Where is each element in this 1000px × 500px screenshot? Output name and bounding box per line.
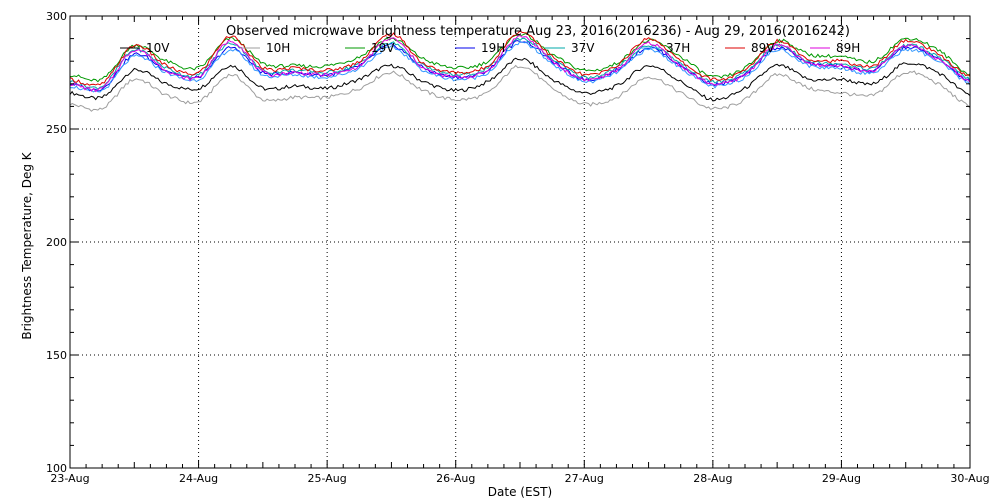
- legend-label-89V: 89V: [751, 41, 775, 55]
- series-line-37H: [69, 40, 971, 93]
- x-tick-label: 25-Aug: [308, 472, 347, 485]
- series-line-37V: [69, 37, 971, 90]
- grid: [70, 16, 970, 468]
- legend-label-19H: 19H: [481, 41, 505, 55]
- y-axis-label: Brightness Temperature, Deg K: [20, 151, 34, 339]
- legend-label-37V: 37V: [571, 41, 595, 55]
- legend-label-10H: 10H: [266, 41, 290, 55]
- chart-title: Observed microwave brightness temperatur…: [226, 24, 850, 39]
- series-line-10V: [69, 57, 971, 102]
- series-line-89V: [69, 30, 971, 86]
- x-tick-label: 27-Aug: [565, 472, 604, 485]
- legend-label-89H: 89H: [836, 41, 860, 55]
- y-tick-label: 200: [46, 236, 67, 249]
- y-tick-label: 300: [46, 10, 67, 23]
- x-tick-label: 29-Aug: [822, 472, 861, 485]
- y-tick-label: 150: [46, 349, 67, 362]
- series-line-10H: [69, 64, 971, 112]
- legend-label-19V: 19V: [371, 41, 395, 55]
- x-tick-label: 26-Aug: [436, 472, 475, 485]
- legend-label-10V: 10V: [146, 41, 170, 55]
- legend-label-37H: 37H: [666, 41, 690, 55]
- axis-ticks: 100 150 200 250 300 23-Aug 24-Aug 25-Aug 26-Aug 2…: [46, 10, 990, 485]
- y-tick-label: 250: [46, 123, 67, 136]
- x-tick-label: 28-Aug: [693, 472, 732, 485]
- y-tick-label: 100: [46, 462, 67, 475]
- legend: 10V 10H 19V 19H 37V 37H 89V 89H: [120, 41, 860, 55]
- series-line-89H: [69, 34, 971, 93]
- x-tick-label: 30-Aug: [950, 472, 989, 485]
- x-tick-label: 24-Aug: [179, 472, 218, 485]
- x-tick-label: 23-Aug: [50, 472, 89, 485]
- x-axis-label: Date (EST): [488, 485, 552, 499]
- series-line-19H: [69, 40, 971, 92]
- series-lines: [69, 30, 971, 112]
